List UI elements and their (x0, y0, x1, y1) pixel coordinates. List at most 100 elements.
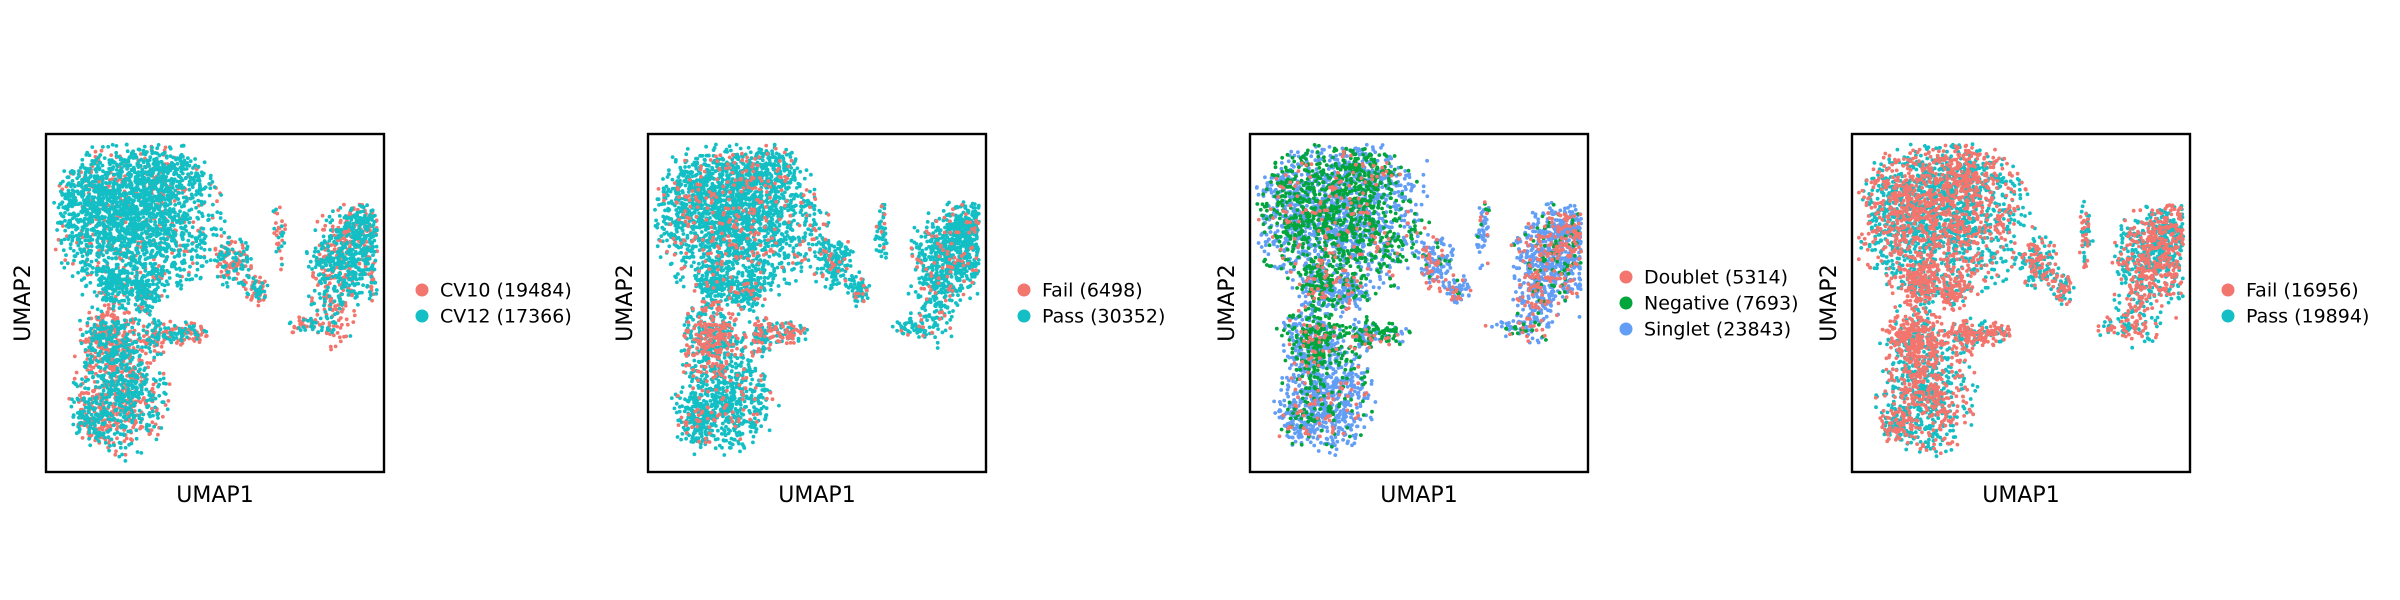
scatter-point (99, 410, 104, 415)
scatter-point (82, 198, 86, 203)
scatter-point (275, 211, 280, 216)
scatter-point (124, 368, 128, 373)
scatter-point (367, 296, 372, 301)
scatter-point (167, 382, 172, 386)
scatter-point (189, 171, 194, 175)
scatter-point (139, 451, 144, 455)
scatter-point (184, 199, 189, 203)
scatter-point (348, 276, 352, 281)
scatter-point (146, 224, 151, 228)
scatter-point (204, 334, 209, 338)
scatter-point (105, 250, 109, 255)
scatter-point (190, 225, 195, 230)
scatter-point (313, 228, 318, 233)
scatter-point (142, 185, 146, 190)
scatter-point (346, 293, 351, 297)
scatter-point (329, 233, 333, 238)
scatter-point (80, 292, 85, 297)
scatter-point (322, 297, 327, 302)
scatter-point (306, 264, 311, 269)
scatter-point (101, 432, 106, 437)
scatter-point (204, 259, 209, 264)
scatter-point (157, 298, 162, 303)
scatter-point (357, 226, 361, 231)
scatter-point (346, 269, 350, 273)
scatter-point (190, 241, 195, 246)
scatter-point (206, 213, 211, 218)
scatter-point (148, 349, 153, 354)
scatter-point (110, 319, 115, 324)
scatter-point (142, 197, 147, 202)
scatter-point (181, 333, 185, 338)
scatter-point (321, 245, 326, 250)
scatter-point (219, 193, 224, 197)
scatter-point (120, 404, 124, 409)
scatter-point (130, 383, 134, 388)
scatter-point (115, 164, 120, 169)
scatter-point (106, 337, 110, 342)
scatter-point (148, 361, 153, 365)
scatter-point (87, 310, 92, 315)
scatter-point (88, 263, 92, 268)
scatter-point (369, 274, 374, 279)
scatter-point (59, 201, 64, 206)
scatter-point (68, 221, 73, 225)
scatter-point (323, 261, 327, 266)
scatter-point (126, 173, 131, 177)
scatter-point (339, 241, 344, 245)
scatter-point (122, 439, 127, 444)
scatter-point (78, 393, 82, 398)
scatter-point (94, 170, 99, 174)
scatter-point (337, 214, 342, 218)
scatter-point (74, 370, 79, 375)
scatter-point (87, 220, 91, 225)
scatter-point (311, 274, 316, 279)
scatter-point (71, 216, 75, 221)
scatter-point (64, 224, 69, 228)
scatter-point (155, 246, 160, 251)
scatter-point (252, 285, 257, 290)
scatter-point (156, 143, 161, 147)
scatter-point (113, 334, 117, 339)
scatter-point (173, 188, 178, 193)
scatter-point (297, 315, 302, 320)
scatter-point (142, 144, 147, 149)
scatter-point (313, 265, 318, 270)
scatter-point (110, 177, 115, 182)
scatter-point (331, 327, 336, 332)
scatter-point (136, 215, 141, 220)
scatter-point (78, 327, 83, 332)
scatter-point (353, 282, 358, 286)
scatter-point (192, 200, 197, 205)
scatter-point (85, 197, 89, 201)
scatter-point (197, 210, 201, 214)
scatter-point (312, 301, 316, 306)
scatter-point (141, 412, 146, 417)
scatter-point (194, 192, 198, 197)
scatter-point (124, 365, 129, 370)
scatter-point (170, 251, 175, 255)
scatter-point (191, 220, 196, 225)
scatter-point (145, 295, 150, 300)
scatter-point (354, 271, 358, 276)
scatter-point (101, 388, 106, 393)
scatter-point (179, 286, 183, 291)
scatter-point (107, 214, 112, 219)
scatter-point (103, 268, 108, 273)
scatter-point (171, 207, 176, 212)
scatter-point (168, 213, 172, 217)
scatter-point (147, 312, 152, 317)
scatter-point (87, 192, 92, 197)
scatter-point (80, 163, 85, 168)
scatter-point (107, 306, 112, 311)
scatter-point (338, 316, 343, 320)
scatter-point (240, 267, 245, 271)
scatter-point (64, 253, 68, 257)
scatter-point (87, 202, 92, 207)
scatter-point (59, 241, 64, 246)
scatter-point (374, 288, 379, 292)
scatter-point (308, 259, 313, 264)
scatter-point (99, 309, 104, 314)
scatter-point (103, 380, 107, 384)
scatter-point (120, 179, 125, 184)
